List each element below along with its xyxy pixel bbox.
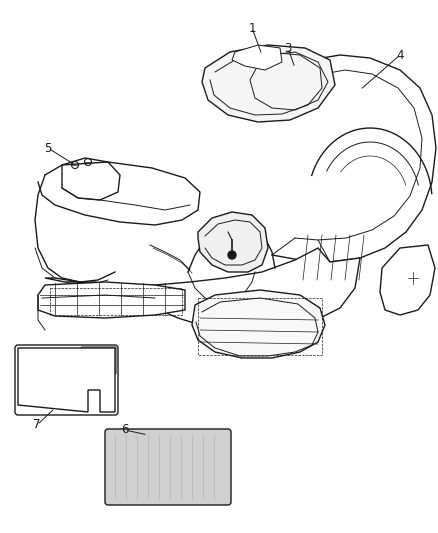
FancyBboxPatch shape (81, 347, 116, 374)
FancyBboxPatch shape (15, 345, 118, 415)
FancyBboxPatch shape (105, 429, 230, 505)
Text: 6: 6 (121, 424, 128, 437)
Text: 5: 5 (44, 141, 52, 155)
Polygon shape (18, 348, 115, 412)
Polygon shape (191, 290, 324, 358)
Text: 3: 3 (284, 42, 291, 54)
Polygon shape (379, 245, 434, 315)
Polygon shape (45, 248, 359, 332)
Circle shape (227, 251, 236, 259)
Text: 7: 7 (33, 418, 41, 432)
Text: 4: 4 (396, 49, 403, 61)
Polygon shape (201, 45, 334, 122)
Text: 1: 1 (247, 21, 255, 35)
Polygon shape (62, 158, 120, 200)
Polygon shape (231, 45, 281, 70)
Polygon shape (198, 212, 267, 272)
Polygon shape (38, 282, 184, 318)
